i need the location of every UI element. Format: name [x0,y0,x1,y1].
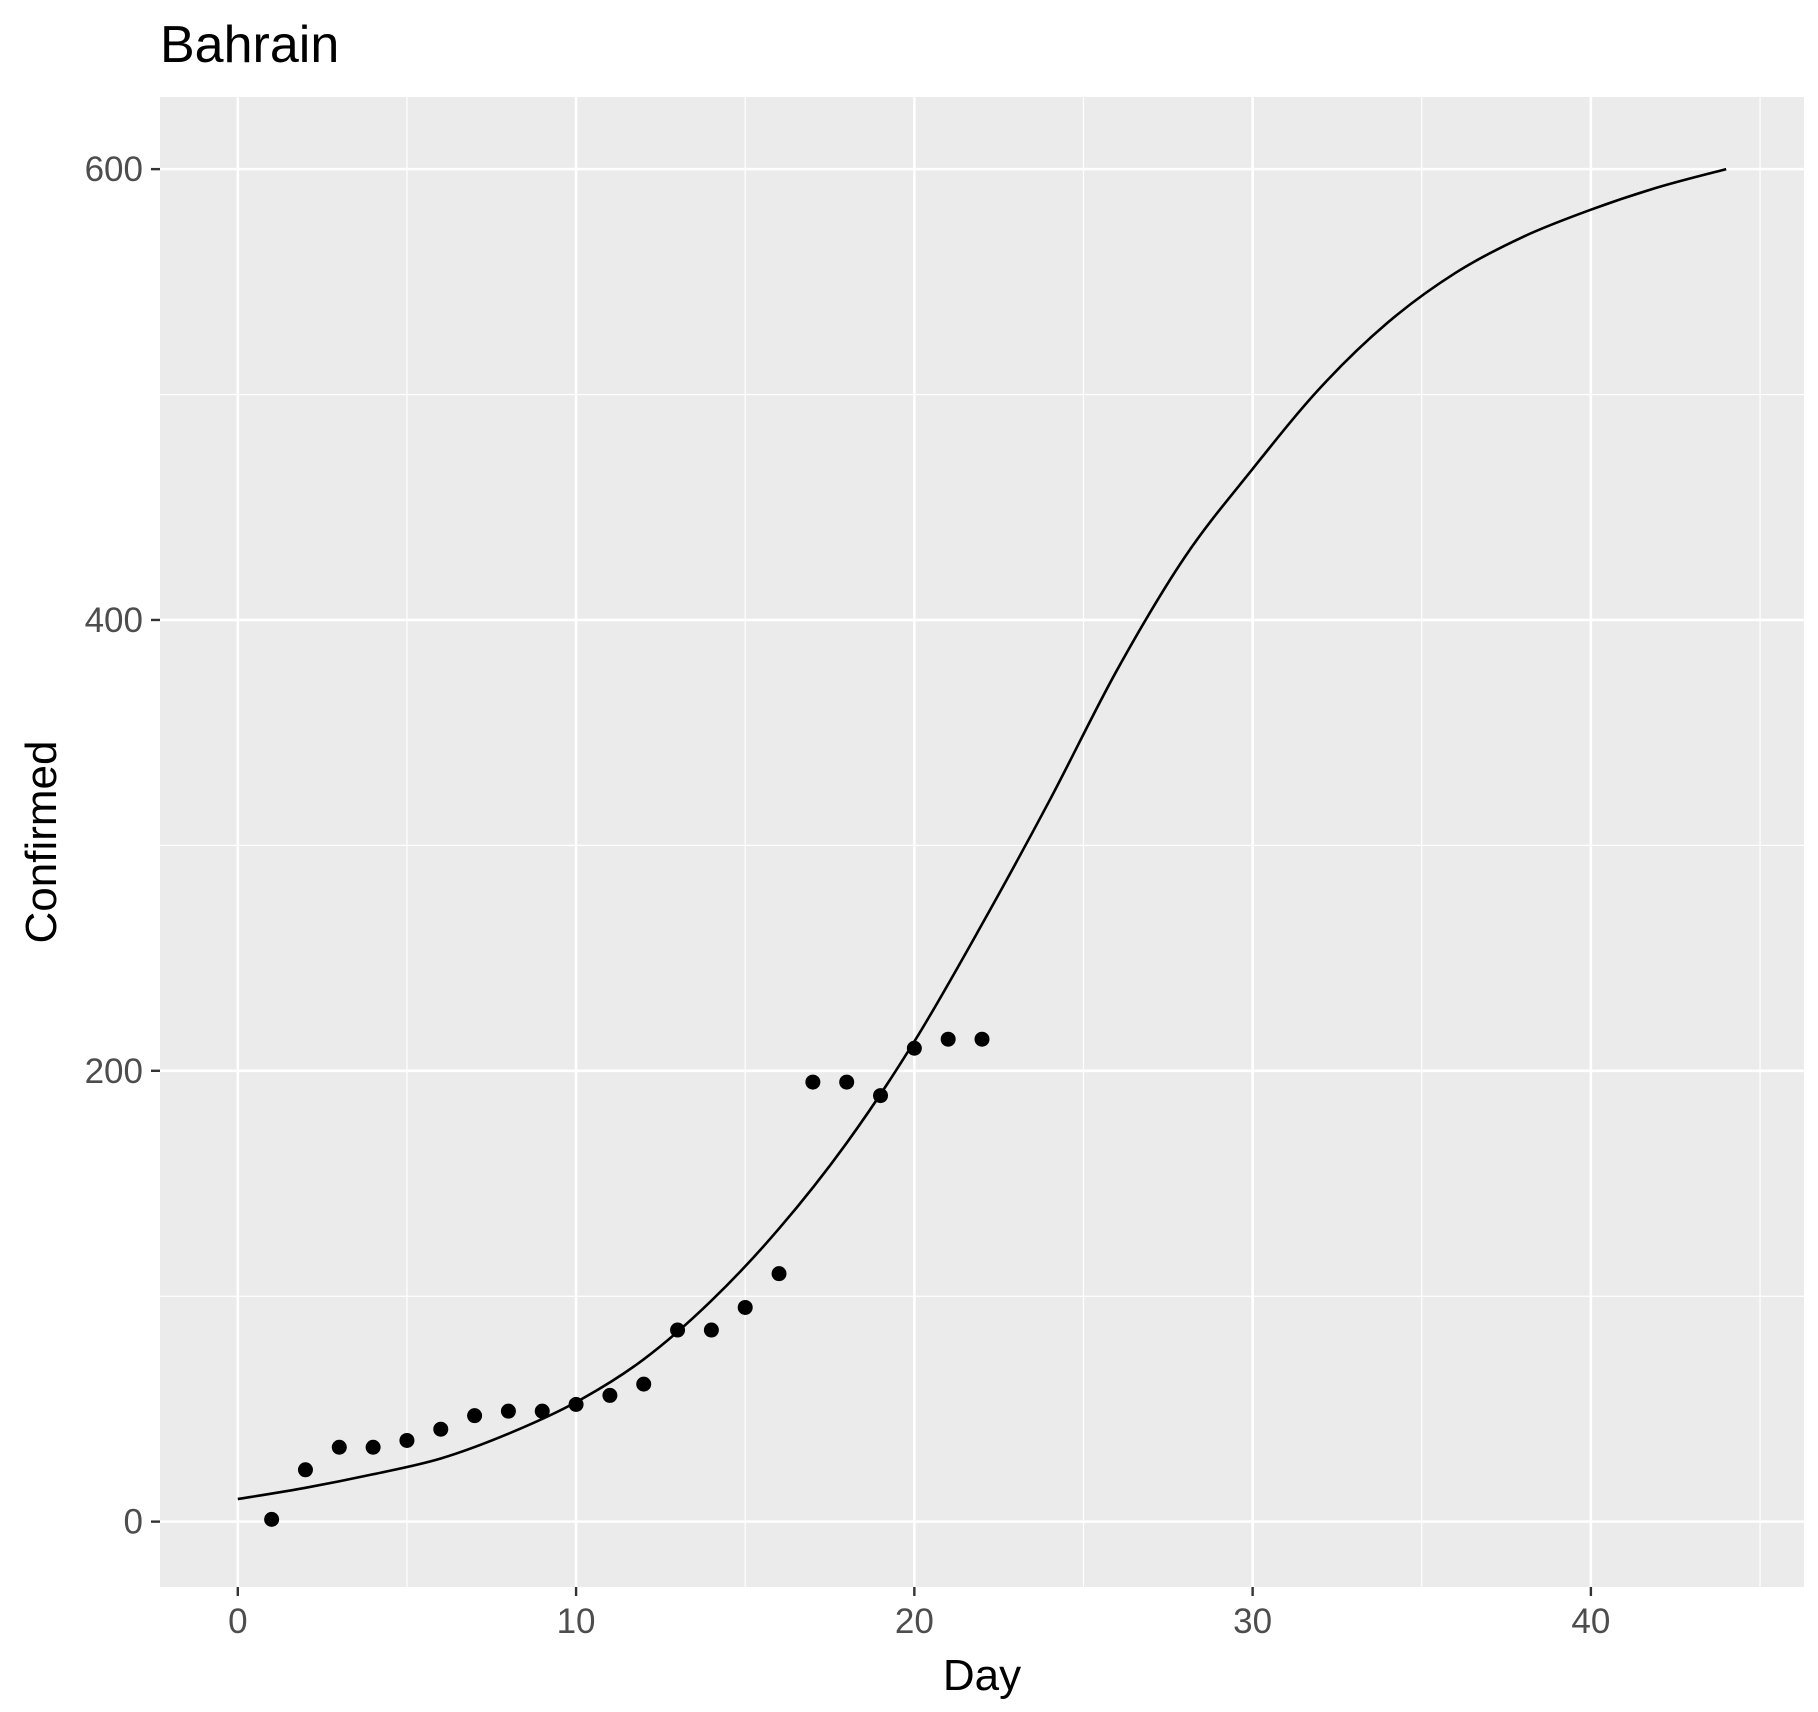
minor-gridlines [160,97,1804,1587]
data-point [568,1396,584,1412]
data-point [670,1322,686,1338]
data-point [399,1432,415,1448]
x-tick-label: 10 [557,1602,596,1641]
data-point [297,1462,313,1478]
x-tick-label: 30 [1233,1602,1272,1641]
chart-title: Bahrain [160,16,339,74]
fit-curve [237,167,1727,1501]
y-tick-label: 200 [85,1052,143,1091]
major-gridlines [160,97,1804,1587]
data-point [534,1403,550,1419]
fit-curve-layer [237,167,1727,1501]
y-axis: 0 200 400 600 [85,150,160,1542]
data-point [602,1387,618,1403]
data-point [873,1088,889,1104]
data-point [805,1074,821,1090]
data-point [940,1031,956,1047]
data-point [906,1040,922,1056]
data-point [500,1403,516,1419]
y-tick-label: 0 [124,1503,143,1542]
x-axis: 0 10 20 30 40 [228,1587,1610,1641]
x-tick-label: 40 [1571,1602,1610,1641]
data-point [703,1322,719,1338]
x-tick-label: 20 [895,1602,934,1641]
data-point [839,1074,855,1090]
data-point [771,1266,787,1282]
data-point [365,1439,381,1455]
data-point [636,1376,652,1392]
data-point [737,1299,753,1315]
x-tick-label: 0 [228,1602,247,1641]
y-axis-title: Confirmed [17,741,66,944]
data-point [264,1511,280,1527]
y-tick-label: 600 [85,150,143,189]
y-tick-label: 400 [85,601,143,640]
data-points [264,1031,990,1527]
data-point [974,1031,990,1047]
plot-panel [160,97,1804,1587]
x-axis-title: Day [943,1651,1021,1700]
data-point [467,1408,483,1424]
data-point [331,1439,347,1455]
data-point [433,1421,449,1437]
